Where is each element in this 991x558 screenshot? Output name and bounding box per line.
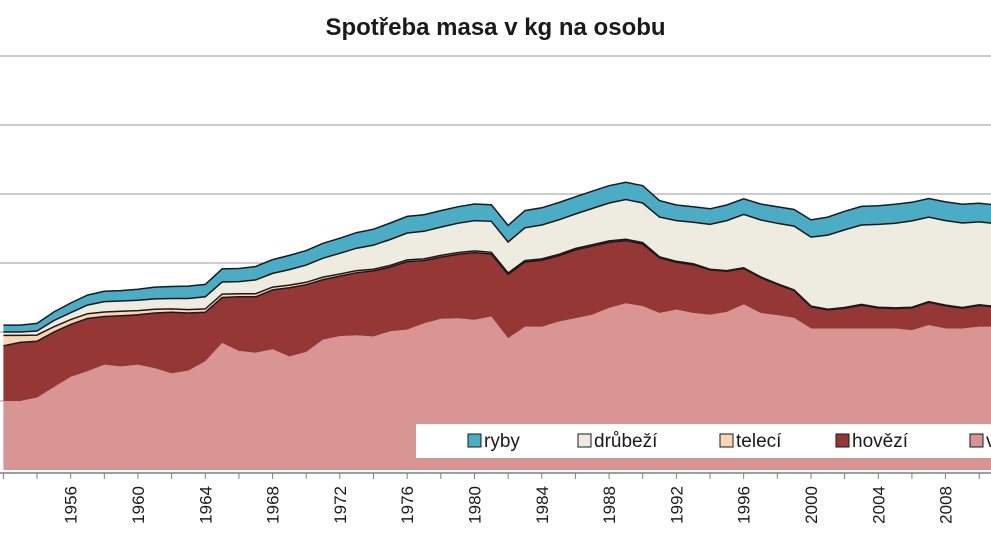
- legend-swatch: [969, 433, 984, 448]
- legend-label: drůbeží: [594, 431, 658, 452]
- legend-swatch: [577, 433, 592, 448]
- x-tick-label: 1976: [398, 486, 417, 524]
- x-tick-label: 1996: [735, 486, 754, 524]
- x-tick-label: 1964: [196, 486, 215, 524]
- x-tick-label: 1992: [667, 486, 686, 524]
- x-tick-label: 1960: [129, 486, 148, 524]
- area-series-1: [3, 240, 991, 401]
- x-tick-label: 1972: [331, 486, 350, 524]
- legend-label: vepřové: [986, 431, 991, 452]
- x-tick-label: 1968: [264, 486, 283, 524]
- series-top-line-3: [3, 198, 991, 333]
- x-tick-label: 1988: [600, 486, 619, 524]
- x-tick-label: 1984: [533, 486, 552, 524]
- legend-label: telecí: [736, 431, 782, 452]
- legend-label: ryby: [484, 431, 520, 452]
- x-tick-label: 2008: [937, 486, 956, 524]
- legend-swatch: [719, 433, 734, 448]
- x-tick-label: 2000: [802, 486, 821, 524]
- x-tick-label: 1956: [62, 486, 81, 524]
- series-top-line-4: [3, 181, 991, 326]
- legend-box: [416, 424, 991, 458]
- legend-label: hovězí: [852, 431, 909, 452]
- x-tick-label: 1980: [466, 486, 485, 524]
- x-tick-label: 2004: [869, 486, 888, 524]
- legend-swatch: [467, 433, 482, 448]
- chart-title: Spotřeba masa v kg na osobu: [325, 14, 666, 41]
- area-series-3: [3, 199, 991, 336]
- series-top-line-2: [3, 238, 991, 337]
- legend-swatch: [835, 433, 850, 448]
